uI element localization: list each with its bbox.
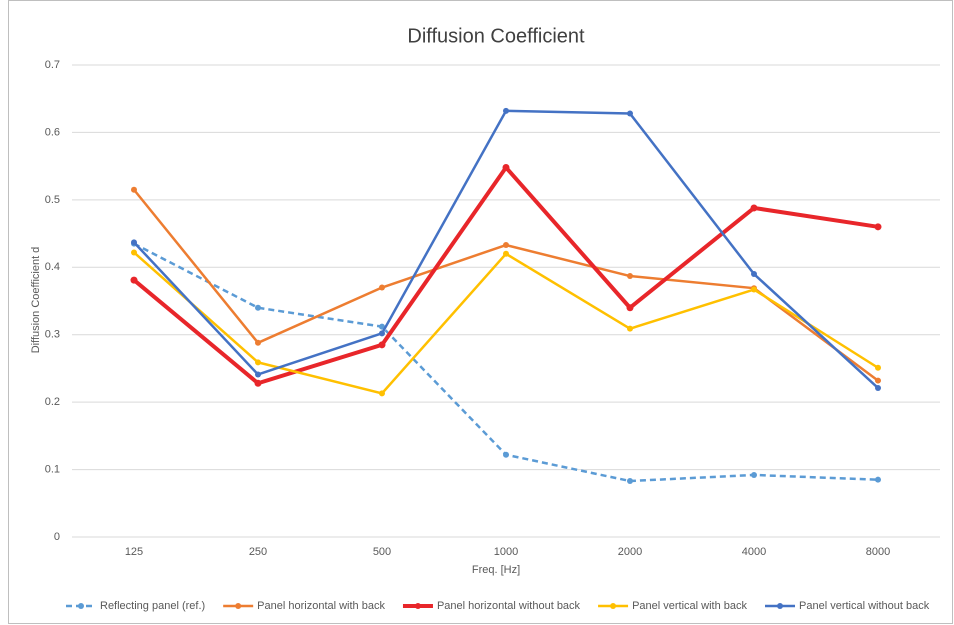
x-tick-label: 125: [125, 546, 143, 558]
data-point: [131, 239, 137, 246]
y-tick-label: 0.3: [45, 329, 60, 341]
legend-label: Panel vertical without back: [799, 600, 930, 612]
data-point: [626, 304, 634, 312]
data-point: [379, 284, 385, 291]
y-tick-label: 0.4: [45, 261, 60, 273]
data-point: [503, 242, 509, 249]
y-tick-label: 0.6: [45, 126, 60, 138]
data-point: [875, 377, 881, 384]
data-point: [875, 384, 881, 391]
data-point: [751, 286, 757, 293]
x-tick-label: 250: [249, 546, 267, 558]
x-tick-label: 500: [373, 546, 391, 558]
data-point: [503, 250, 509, 257]
y-tick-label: 0.7: [45, 59, 60, 71]
data-point: [627, 273, 633, 280]
y-tick-label: 0: [54, 531, 60, 543]
data-point: [627, 110, 633, 117]
x-tick-label: 1000: [494, 546, 518, 558]
y-axis-label: Diffusion Coefficient d: [30, 247, 42, 354]
data-point: [255, 339, 261, 346]
data-point: [378, 341, 386, 349]
data-point: [379, 390, 385, 397]
legend-label: Panel horizontal with back: [257, 600, 385, 612]
legend-marker: [777, 603, 784, 609]
data-point: [255, 359, 261, 366]
data-point: [503, 107, 509, 114]
data-point: [750, 204, 758, 212]
data-point: [254, 379, 262, 387]
y-tick-label: 0.5: [45, 194, 60, 206]
x-tick-label: 8000: [866, 546, 890, 558]
y-tick-label: 0.1: [45, 463, 60, 475]
data-point: [131, 186, 137, 193]
legend-marker: [78, 603, 84, 609]
data-point: [255, 371, 261, 378]
data-point: [874, 223, 882, 231]
legend-marker: [610, 603, 617, 609]
data-point: [627, 325, 633, 332]
legend-label: Panel horizontal without back: [437, 600, 581, 612]
data-point: [131, 249, 137, 256]
data-point: [751, 471, 757, 478]
chart-frame: [8, 0, 953, 624]
chart-title: Diffusion Coefficient: [407, 25, 585, 47]
data-point: [379, 330, 385, 337]
legend-marker: [235, 603, 242, 609]
legend-label: Reflecting panel (ref.): [100, 600, 205, 612]
data-point: [627, 478, 633, 485]
data-point: [875, 364, 881, 371]
data-point: [255, 304, 261, 311]
x-tick-label: 2000: [618, 546, 642, 558]
x-axis-label: Freq. [Hz]: [472, 564, 520, 576]
data-point: [875, 476, 881, 483]
data-point: [130, 276, 138, 284]
legend-label: Panel vertical with back: [632, 600, 747, 612]
y-tick-label: 0.2: [45, 396, 60, 408]
legend-marker: [414, 603, 421, 609]
data-point: [503, 451, 509, 458]
x-tick-label: 4000: [742, 546, 766, 558]
data-point: [751, 271, 757, 278]
data-point: [502, 163, 510, 171]
